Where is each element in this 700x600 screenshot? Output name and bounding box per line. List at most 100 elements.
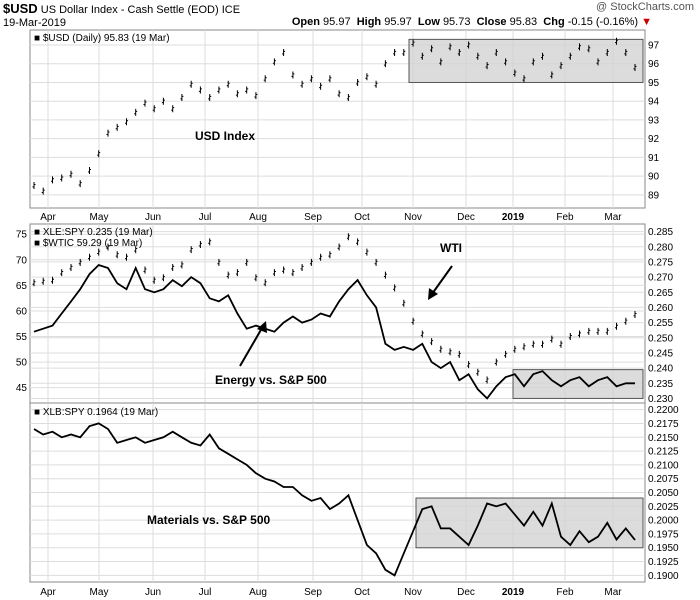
- wtic-price-bars: [32, 233, 637, 384]
- right-tick-label: 0.2000: [648, 516, 679, 527]
- right-tick-label: 92: [648, 134, 660, 145]
- wti-arrowhead: [428, 288, 438, 300]
- x-tick-label: Aug: [249, 212, 267, 223]
- right-tick-label: 0.245: [648, 348, 673, 359]
- x-tick-label: May: [90, 587, 109, 598]
- range-box-usd: [408, 38, 644, 83]
- down-arrow-icon: ▼: [641, 16, 652, 28]
- right-tick-label: 0.2025: [648, 502, 679, 513]
- x-tick-label: May: [90, 212, 109, 223]
- wti-arrow-line: [431, 265, 453, 295]
- right-tick-label: 0.265: [648, 288, 673, 299]
- right-tick-label: 0.1900: [648, 571, 679, 582]
- xle-spy-line: [33, 263, 635, 400]
- left-tick-label: 75: [16, 230, 28, 241]
- right-tick-label: 0.275: [648, 257, 673, 268]
- right-tick-label: 0.255: [648, 318, 673, 329]
- watermark: @ StockCharts.com: [596, 1, 694, 13]
- x-tick-label: Feb: [556, 587, 574, 598]
- x-tick-label: Jun: [145, 587, 161, 598]
- left-tick-label: 45: [16, 383, 28, 394]
- legend-xle-spy: ■ XLE:SPY 0.235 (19 Mar): [34, 227, 153, 238]
- right-tick-label: 0.2075: [648, 474, 679, 485]
- x-tick-label: Jun: [145, 212, 161, 223]
- right-tick-label: 0.250: [648, 333, 673, 344]
- close-value: 95.83: [509, 16, 538, 28]
- header-date: 19-Mar-2019: [3, 17, 66, 29]
- chg-value: -0.15 (-0.16%): [567, 16, 639, 28]
- legend-xlb-spy: ■ XLB:SPY 0.1964 (19 Mar): [34, 407, 158, 418]
- header-symbol-line: $USD US Dollar Index - Cash Settle (EOD)…: [3, 1, 240, 16]
- right-tick-label: 0.2200: [648, 405, 679, 416]
- left-tick-label: 50: [16, 358, 28, 369]
- pane-frame-1: [29, 29, 646, 209]
- left-tick-label: 65: [16, 281, 28, 292]
- low-value: 95.73: [442, 16, 471, 28]
- x-tick-label: Dec: [457, 212, 475, 223]
- x-tick-label: Apr: [40, 587, 56, 598]
- open-value: 95.97: [323, 16, 351, 28]
- x-tick-label: Jul: [199, 212, 212, 223]
- energy-arrowhead: [257, 321, 267, 333]
- right-tick-label: 0.260: [648, 303, 673, 314]
- right-tick-label: 0.285: [648, 227, 673, 238]
- legend-usd: ■ $USD (Daily) 95.83 (19 Mar): [34, 33, 170, 44]
- x-tick-label: Nov: [404, 212, 422, 223]
- x-tick-label: Sep: [304, 587, 322, 598]
- high-label: High: [356, 16, 382, 28]
- right-tick-label: 0.230: [648, 394, 673, 405]
- x-tick-label: Dec: [457, 587, 475, 598]
- right-tick-label: 0.240: [648, 364, 673, 375]
- right-tick-label: 96: [648, 59, 660, 70]
- right-tick-label: 90: [648, 172, 660, 183]
- x-tick-label: Mar: [604, 587, 622, 598]
- right-tick-label: 94: [648, 97, 660, 108]
- x-tick-label: Nov: [404, 587, 422, 598]
- legend-wtic: ■ $WTIC 59.29 (19 Mar): [34, 238, 142, 249]
- left-tick-label: 55: [16, 332, 28, 343]
- ohlc-line: Open 95.97 High 95.97 Low 95.73 Close 95…: [292, 16, 652, 28]
- xlb-spy-line: [33, 422, 636, 577]
- right-tick-label: 0.2125: [648, 447, 679, 458]
- annotation-energy: Energy vs. S&P 500: [215, 373, 327, 387]
- x-tick-label: Feb: [556, 212, 574, 223]
- open-label: Open: [291, 16, 320, 28]
- right-tick-label: 91: [648, 153, 660, 164]
- left-tick-label: 60: [16, 306, 28, 317]
- usd-price-bars: [32, 37, 637, 195]
- right-tick-label: 0.2150: [648, 433, 679, 444]
- right-tick-label: 89: [648, 190, 660, 201]
- chart-symbol-name: US Dollar Index - Cash Settle (EOD): [40, 4, 219, 16]
- right-tick-label: 0.2050: [648, 488, 679, 499]
- right-tick-label: 0.1975: [648, 529, 679, 540]
- right-tick-label: 0.1950: [648, 543, 679, 554]
- right-tick-label: 95: [648, 78, 660, 89]
- right-tick-label: 0.270: [648, 273, 673, 284]
- left-tick-label: 70: [16, 255, 28, 266]
- right-tick-label: 0.235: [648, 379, 673, 390]
- close-label: Close: [476, 16, 507, 28]
- x-tick-label: Jul: [199, 587, 212, 598]
- x-tick-label: 2019: [502, 212, 525, 223]
- x-tick-label: Sep: [304, 212, 322, 223]
- chart-exchange: ICE: [221, 4, 241, 16]
- energy-arrow-line: [239, 327, 263, 367]
- low-label: Low: [417, 16, 440, 28]
- right-tick-label: 0.2175: [648, 419, 679, 430]
- right-tick-label: 0.1925: [648, 557, 679, 568]
- chart-symbol: $USD: [3, 1, 38, 16]
- right-tick-label: 0.2100: [648, 460, 679, 471]
- x-tick-label: Aug: [249, 587, 267, 598]
- x-tick-label: Mar: [604, 212, 622, 223]
- annotation-wti: WTI: [440, 241, 462, 255]
- x-tick-label: Oct: [354, 587, 370, 598]
- x-tick-label: Apr: [40, 212, 56, 223]
- x-tick-label: 2019: [502, 587, 525, 598]
- range-box-materials: [415, 497, 644, 549]
- annotation-materials: Materials vs. S&P 500: [147, 513, 271, 527]
- right-tick-label: 93: [648, 115, 660, 126]
- right-tick-label: 0.280: [648, 242, 673, 253]
- annotation-usd-index: USD Index: [195, 129, 255, 143]
- high-value: 95.97: [384, 16, 412, 28]
